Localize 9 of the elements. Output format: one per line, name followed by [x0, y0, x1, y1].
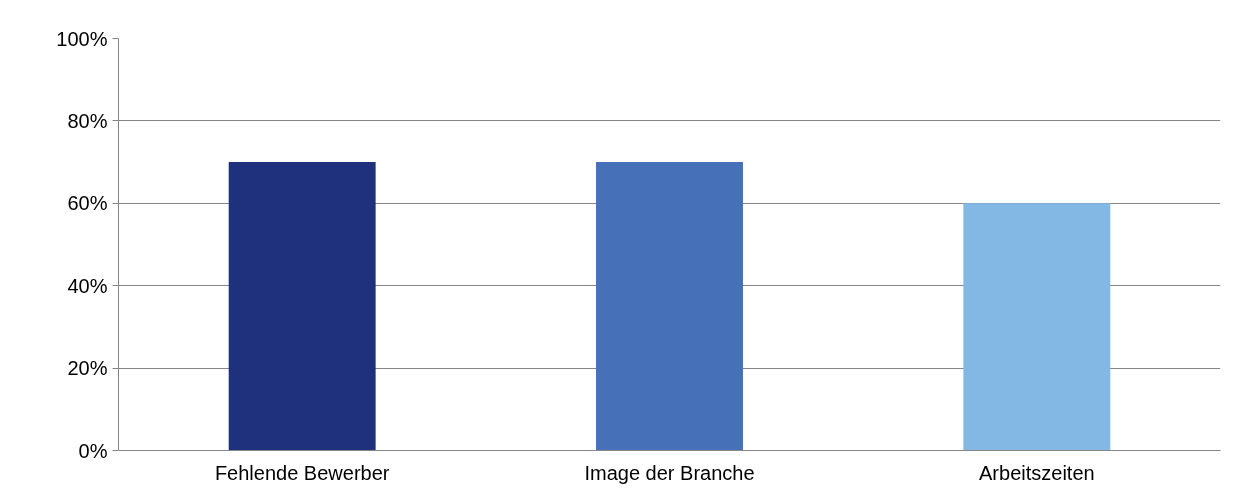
- x-tick-label: Image der Branche: [584, 461, 755, 484]
- y-tick-label: 20%: [67, 357, 108, 380]
- y-tick-label: 80%: [67, 109, 108, 132]
- y-tick-label: 0%: [78, 439, 108, 462]
- y-tick-label: 60%: [67, 192, 108, 215]
- x-tick-label: Arbeitszeiten: [979, 461, 1095, 484]
- y-tick-label: 100%: [56, 27, 108, 50]
- y-tick-label: 40%: [67, 274, 108, 297]
- x-tick-label: Fehlende Bewerber: [214, 461, 390, 484]
